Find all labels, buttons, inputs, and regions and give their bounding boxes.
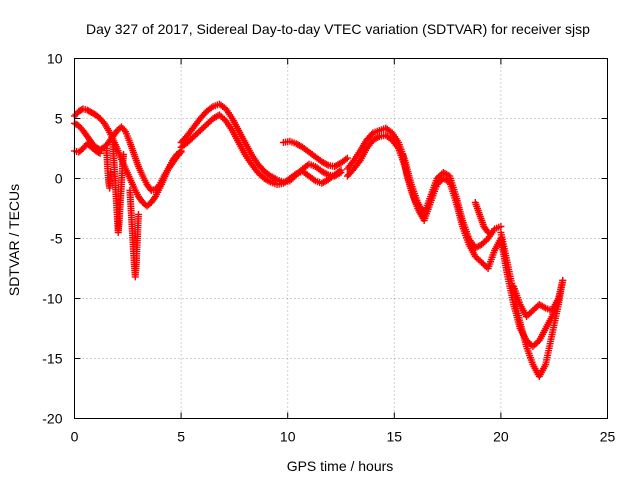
data-point [484, 229, 492, 236]
data-point [154, 182, 162, 190]
y-axis-title: SDTVAR / TECUs [6, 184, 22, 296]
x-axis-title: GPS time / hours [287, 458, 394, 474]
x-tick-label: 25 [600, 429, 616, 445]
y-tick-label: -15 [42, 351, 62, 367]
data-point [120, 126, 128, 134]
data-point [554, 295, 562, 302]
y-tick-label: -10 [42, 291, 62, 307]
data-point [265, 177, 273, 185]
data-point [207, 104, 215, 112]
data-point [540, 303, 548, 311]
grid [74, 58, 608, 419]
data-point [335, 167, 343, 175]
data-point [310, 176, 318, 184]
x-tick-label: 5 [177, 429, 185, 445]
data-point [323, 160, 331, 168]
plot-frame [74, 58, 608, 419]
axis-ticks: 0 5 10 15 20 25 -20 -15 -10 -5 0 5 10 [42, 51, 615, 445]
data-point [497, 223, 505, 230]
x-tick-label: 0 [71, 429, 79, 445]
y-tick-label: 10 [47, 51, 63, 67]
data-point [291, 171, 299, 179]
data-point [337, 166, 345, 174]
data-point [559, 277, 567, 284]
data-point [107, 169, 115, 176]
data-point [343, 154, 351, 162]
data-point [374, 133, 382, 141]
x-tick-label: 20 [493, 429, 509, 445]
y-tick-label: -20 [42, 411, 62, 427]
y-tick-label: 5 [55, 111, 63, 127]
data-point [95, 149, 103, 156]
data-point [134, 211, 142, 218]
x-tick-label: 10 [280, 429, 296, 445]
y-tick-label: 0 [55, 171, 63, 187]
data-points [71, 100, 567, 380]
data-point [120, 151, 128, 158]
data-point [96, 149, 104, 157]
data-point [176, 150, 184, 158]
y-tick-label: -5 [50, 231, 63, 247]
chart-title: Day 327 of 2017, Sidereal Day-to-day VTE… [86, 21, 590, 37]
data-point [342, 155, 350, 163]
x-tick-label: 15 [387, 429, 403, 445]
data-point [419, 213, 427, 221]
data-point [323, 170, 331, 178]
data-point [150, 194, 158, 202]
data-point [483, 227, 491, 235]
data-point [420, 214, 428, 222]
